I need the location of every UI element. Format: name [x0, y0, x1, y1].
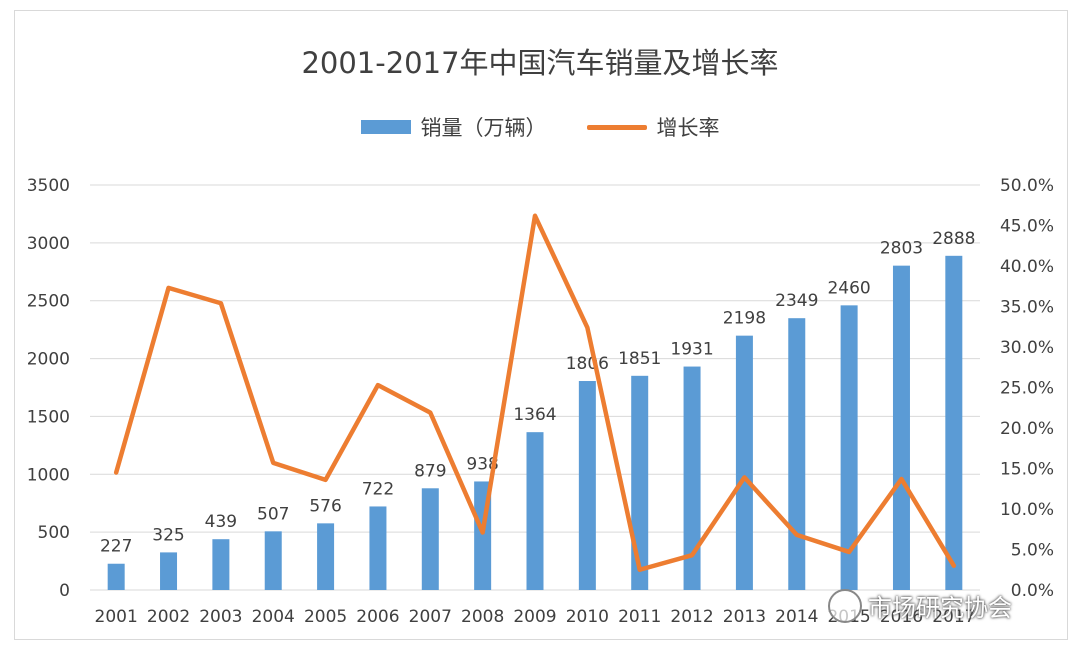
- x-tick-label: 2005: [304, 607, 347, 627]
- right-tick-label: 10.0%: [1000, 500, 1054, 520]
- chart-legend: 销量（万辆） 增长率: [0, 112, 1080, 142]
- right-tick-label: 40.0%: [1000, 257, 1054, 277]
- right-tick-label: 20.0%: [1000, 419, 1054, 439]
- x-tick-label: 2006: [356, 607, 399, 627]
- bar-value-label: 2888: [932, 229, 975, 249]
- right-tick-label: 0.0%: [1011, 581, 1054, 601]
- x-tick-label: 2003: [199, 607, 242, 627]
- bar: [735, 335, 753, 590]
- right-tick-label: 50.0%: [1000, 176, 1054, 196]
- bar: [421, 488, 439, 590]
- x-tick-label: 2008: [461, 607, 504, 627]
- x-tick-label: 2010: [566, 607, 609, 627]
- x-tick-label: 2001: [95, 607, 138, 627]
- left-tick-label: 1500: [27, 407, 70, 427]
- bar: [212, 539, 230, 590]
- right-tick-label: 15.0%: [1000, 460, 1054, 480]
- left-tick-label: 2000: [27, 350, 70, 370]
- bar-value-label: 439: [205, 512, 237, 532]
- left-tick-label: 3000: [27, 234, 70, 254]
- bar-value-label: 507: [257, 504, 289, 524]
- watermark: 市场研究协会: [828, 588, 1012, 623]
- right-tick-label: 25.0%: [1000, 379, 1054, 399]
- bar: [945, 255, 963, 590]
- bar-value-label: 227: [100, 537, 132, 557]
- x-tick-label: 2011: [618, 607, 661, 627]
- left-tick-label: 0: [59, 581, 70, 601]
- bar: [317, 523, 335, 590]
- x-tick-label: 2016: [880, 607, 923, 627]
- legend-item-sales: 销量（万辆）: [360, 112, 547, 142]
- left-tick-label: 2500: [27, 292, 70, 312]
- right-tick-label: 35.0%: [1000, 298, 1054, 318]
- legend-label-sales: 销量（万辆）: [420, 116, 547, 140]
- bar-value-label: 2198: [723, 309, 766, 329]
- bar-value-label: 2460: [827, 278, 870, 298]
- bar: [788, 318, 806, 590]
- bar-value-label: 1364: [513, 405, 556, 425]
- bar-value-label: 938: [466, 454, 498, 474]
- chart-title: 2001-2017年中国汽车销量及增长率: [301, 46, 779, 80]
- bar: [160, 552, 178, 590]
- bar-value-label: 722: [362, 479, 394, 499]
- wechat-icon: [828, 588, 862, 623]
- legend-item-growth: 增长率: [586, 112, 720, 142]
- bar-value-label: 1851: [618, 349, 661, 369]
- right-tick-label: 30.0%: [1000, 338, 1054, 358]
- legend-swatch-line: [586, 124, 647, 130]
- left-tick-label: 3500: [27, 176, 70, 196]
- bar: [631, 375, 649, 590]
- bar: [683, 366, 701, 590]
- bar-value-label: 576: [309, 496, 341, 516]
- growth-line: [113, 213, 957, 572]
- bar-value-label: 879: [414, 461, 446, 481]
- gridlines: [90, 184, 980, 591]
- legend-swatch-bar: [360, 120, 411, 134]
- x-tick-label: 2004: [252, 607, 295, 627]
- bars: [107, 255, 963, 590]
- bar: [892, 265, 910, 590]
- bar-value-label: 2349: [775, 291, 818, 311]
- x-tick-label: 2009: [513, 607, 556, 627]
- bar: [369, 506, 387, 590]
- left-tick-label: 1000: [27, 465, 70, 485]
- x-tick-label: 2012: [670, 607, 713, 627]
- x-tick-label: 2002: [147, 607, 190, 627]
- bar: [840, 305, 858, 590]
- x-tick-label: 2017: [932, 607, 975, 627]
- bar-value-label: 2803: [880, 239, 923, 259]
- bar: [526, 432, 544, 590]
- bar-value-label: 1931: [670, 340, 713, 360]
- watermark-text: 市场研究协会: [868, 594, 1012, 622]
- right-tick-label: 5.0%: [1011, 541, 1054, 561]
- bar: [578, 381, 596, 590]
- legend-label-growth: 增长率: [656, 116, 720, 140]
- x-tick-label: 2014: [775, 607, 818, 627]
- bar: [264, 531, 282, 590]
- x-tick-label: 2007: [409, 607, 452, 627]
- x-tick-label: 2013: [723, 607, 766, 627]
- right-tick-label: 45.0%: [1000, 217, 1054, 237]
- bar-value-label: 1806: [566, 354, 609, 374]
- left-axis-ticks: 0 500 1000 1500 2000 2500 3000 3500: [27, 176, 70, 601]
- bar: [107, 563, 125, 590]
- left-tick-label: 500: [38, 523, 70, 543]
- right-axis-ticks: 0.0% 5.0% 10.0% 15.0% 20.0% 25.0% 30.0% 35.0% 40…: [1000, 176, 1054, 601]
- bar-value-label: 325: [152, 525, 184, 545]
